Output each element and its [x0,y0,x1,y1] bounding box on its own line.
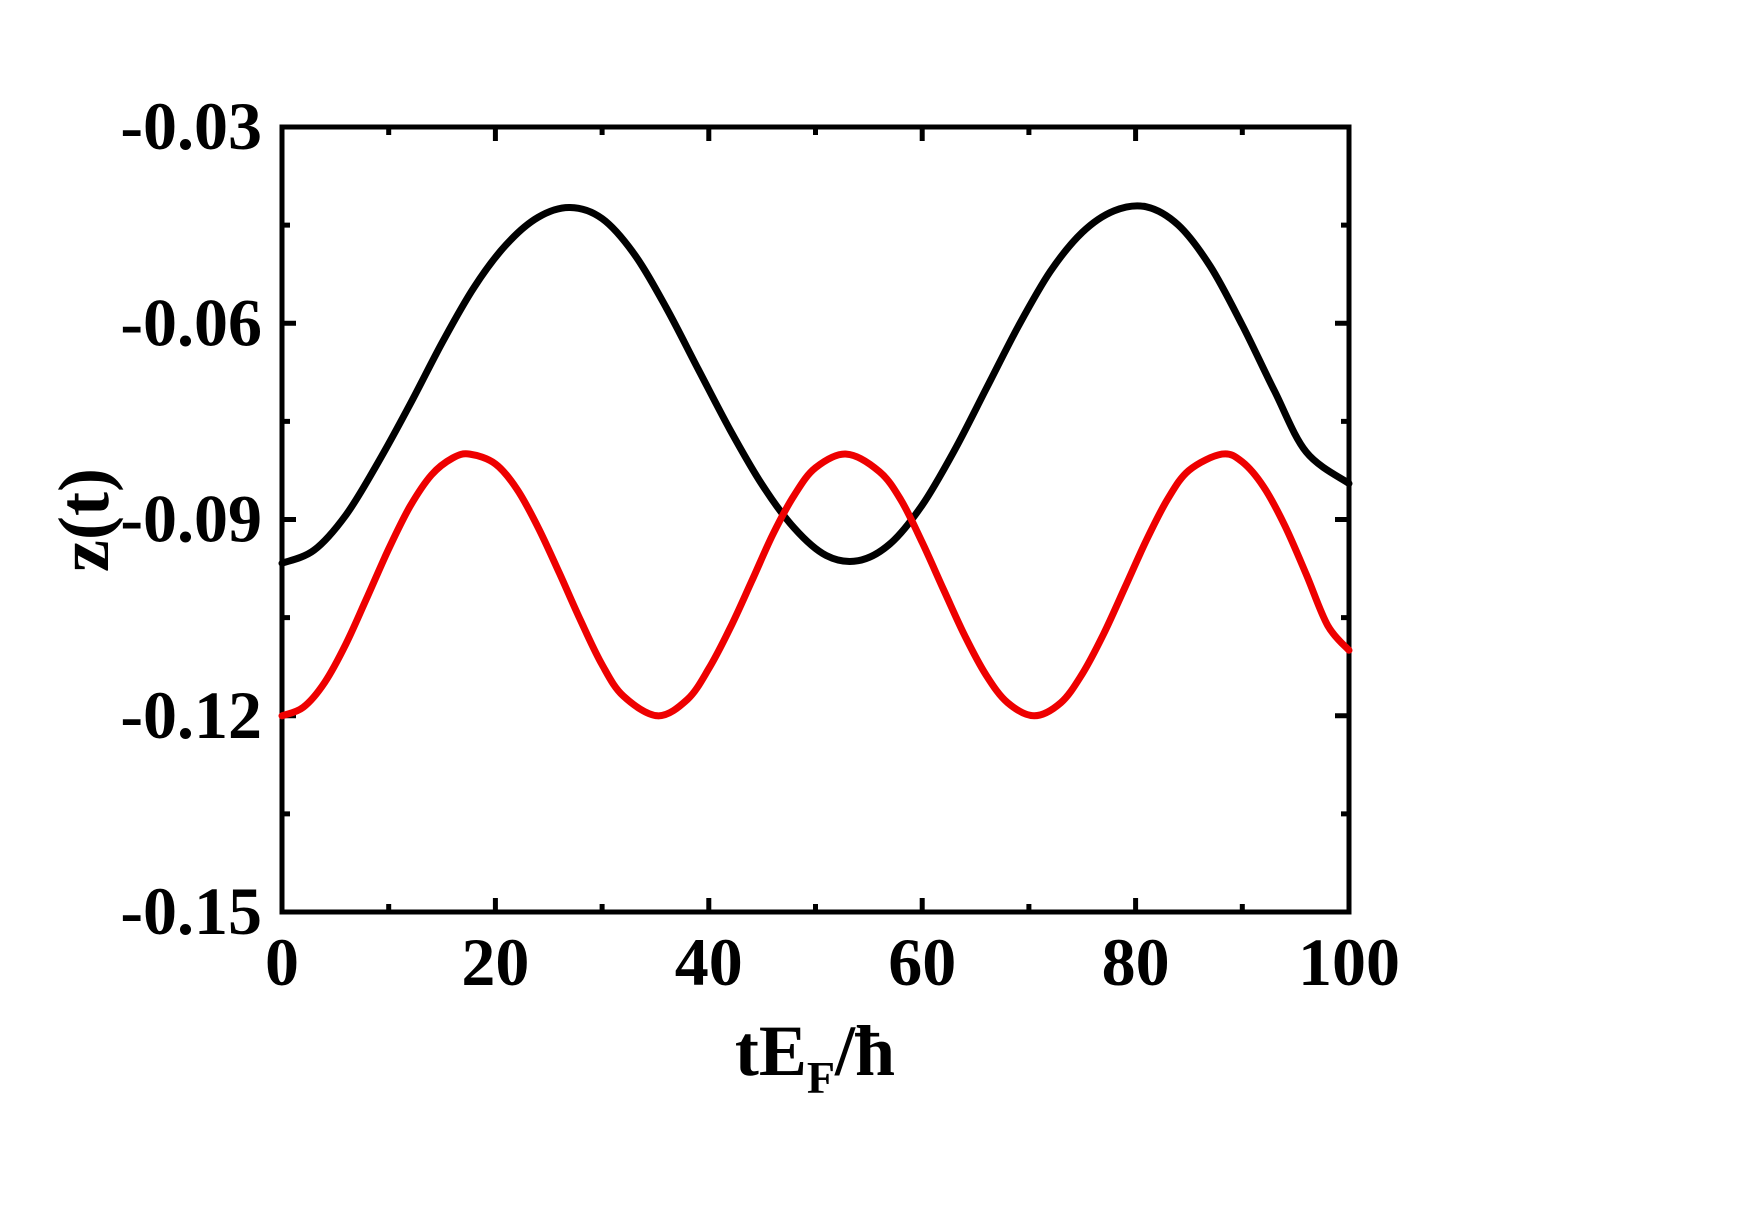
x-tick-label: 40 [675,924,743,1000]
y-tick-label: -0.06 [120,284,262,360]
x-axis-title-main: tE [735,1011,807,1091]
plot-frame [279,124,1352,915]
x-axis-title-subscript: F [807,1052,835,1103]
x-tick-label: 100 [1298,924,1400,1000]
y-tick-label: -0.15 [120,873,262,949]
series-line-2 [278,450,1353,720]
x-tick-label: 60 [888,924,956,1000]
x-tick-label: 0 [265,924,299,1000]
series-line-1 [278,202,1353,567]
y-tick-label: -0.03 [120,88,262,164]
y-axis-title: z(t) [44,468,124,572]
axis-ticks [279,124,1352,915]
x-axis-title-tail: /ħ [834,1011,895,1091]
x-tick-label: 20 [461,924,529,1000]
x-tick-label: 80 [1102,924,1170,1000]
axis-tick-labels: 0 20 40 60 80 100 -0.15 -0.12 -0.09 -0.06 -0.03 [120,88,1400,1000]
y-tick-label: -0.09 [120,481,262,557]
y-tick-label: -0.12 [120,677,262,753]
series-group [278,202,1353,720]
x-axis-title: tEF/ħ [735,1011,895,1103]
